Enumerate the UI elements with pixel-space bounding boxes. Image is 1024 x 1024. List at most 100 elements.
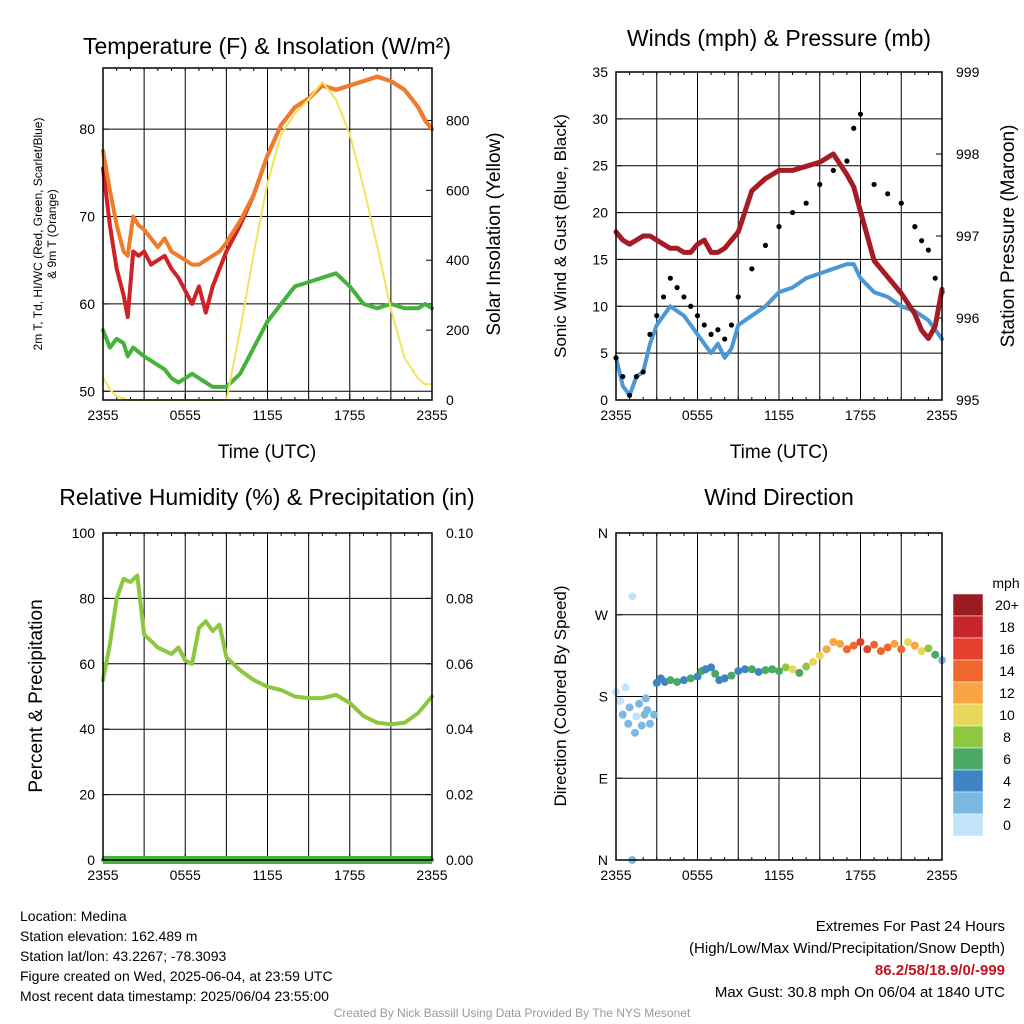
colorbar-label: 10 bbox=[999, 707, 1015, 723]
gust-point bbox=[851, 125, 857, 131]
gust-point bbox=[844, 158, 850, 164]
extremes-subtitle: (High/Low/Max Wind/Precipitation/Snow De… bbox=[689, 940, 1005, 957]
y-axis-label: Percent & Precipitation bbox=[26, 599, 47, 792]
y-tick-label: N bbox=[598, 852, 608, 868]
colorbar-swatch bbox=[952, 681, 984, 705]
colorbar-swatch bbox=[952, 747, 984, 771]
gust-point bbox=[789, 209, 796, 216]
y2-tick-label: 995 bbox=[956, 392, 980, 408]
direction-point bbox=[624, 719, 633, 728]
y-tick-label: 50 bbox=[79, 383, 95, 399]
colorbar-label: 12 bbox=[999, 685, 1015, 701]
direction-point bbox=[829, 638, 838, 646]
x-tick-label: 2355 bbox=[600, 867, 631, 883]
gust-point bbox=[735, 294, 741, 300]
direction-point bbox=[734, 667, 743, 676]
colorbar-label: 14 bbox=[999, 663, 1015, 679]
series-line-3 bbox=[613, 151, 945, 341]
direction-point bbox=[625, 703, 634, 712]
plot-frame bbox=[615, 71, 943, 401]
y2-tick-label: 600 bbox=[446, 182, 470, 198]
station-latlon: Station lat/lon: 43.2267; -78.3093 bbox=[20, 948, 227, 964]
direction-point bbox=[747, 665, 756, 674]
gust-point bbox=[749, 266, 755, 272]
series-line-1 bbox=[101, 573, 434, 727]
x-tick-label: 2355 bbox=[416, 867, 447, 883]
y-tick-label: W bbox=[595, 607, 609, 623]
x-tick-label: 2355 bbox=[600, 407, 631, 423]
gust-point bbox=[667, 275, 673, 281]
figure-created: Figure created on Wed, 2025-06-04, at 23… bbox=[20, 968, 333, 984]
colorbar-label: 4 bbox=[1003, 773, 1011, 789]
direction-point bbox=[808, 657, 817, 666]
gust-point bbox=[620, 373, 626, 380]
colorbar-swatch bbox=[952, 791, 984, 815]
direction-point bbox=[863, 645, 872, 654]
x-tick-label: 0555 bbox=[170, 867, 201, 883]
plot-frame bbox=[102, 532, 433, 861]
x-tick-label: 2355 bbox=[416, 407, 447, 423]
colorbar-label: 0 bbox=[1003, 817, 1011, 833]
direction-point bbox=[904, 638, 913, 646]
x-tick-label: 0555 bbox=[682, 407, 713, 423]
direction-point bbox=[637, 721, 646, 730]
gust-point bbox=[688, 303, 694, 309]
y-tick-label: 15 bbox=[592, 251, 608, 267]
colorbar-swatch bbox=[952, 813, 984, 837]
colorbar-label: 8 bbox=[1003, 729, 1011, 745]
x-tick-label: 1755 bbox=[334, 867, 365, 883]
recent-timestamp: Most recent data timestamp: 2025/06/04 2… bbox=[20, 988, 329, 1004]
colorbar-swatch bbox=[952, 769, 984, 793]
max-gust: Max Gust: 30.8 mph On 06/04 at 1840 UTC bbox=[714, 984, 1005, 1001]
chart-title: Relative Humidity (%) & Precipitation (i… bbox=[59, 484, 474, 510]
x-tick-label: 1155 bbox=[764, 407, 794, 423]
gust-point bbox=[674, 284, 680, 291]
y-tick-label: 0 bbox=[87, 852, 95, 868]
direction-point bbox=[883, 643, 892, 652]
gust-point bbox=[708, 331, 714, 337]
y2-tick-label: 0.04 bbox=[446, 721, 473, 737]
plot-frame bbox=[102, 67, 433, 401]
y-tick-label: E bbox=[599, 770, 608, 786]
direction-point bbox=[802, 662, 811, 671]
direction-point bbox=[754, 667, 763, 676]
direction-point bbox=[628, 592, 637, 601]
colorbar-swatch bbox=[952, 593, 984, 617]
direction-point bbox=[727, 671, 736, 680]
colorbar-title: mph bbox=[992, 575, 1019, 591]
colorbar-swatch bbox=[952, 659, 984, 683]
y-tick-label: 10 bbox=[592, 298, 608, 314]
colorbar-swatch bbox=[952, 615, 984, 639]
direction-point bbox=[673, 677, 682, 686]
gust-point bbox=[660, 294, 667, 300]
gust-point bbox=[647, 331, 653, 337]
gust-point bbox=[626, 392, 633, 398]
y-tick-label: 80 bbox=[79, 121, 95, 137]
gust-point bbox=[728, 322, 735, 328]
gust-point bbox=[722, 336, 728, 342]
colorbar-label: 18 bbox=[999, 619, 1015, 635]
chart-title: Temperature (F) & Insolation (W/m²) bbox=[83, 33, 451, 59]
y-tick-label: 100 bbox=[72, 525, 96, 541]
extremes-title: Extremes For Past 24 Hours bbox=[815, 918, 1005, 935]
y2-tick-label: 800 bbox=[446, 112, 470, 128]
direction-point bbox=[631, 728, 640, 737]
y-tick-label: 5 bbox=[600, 345, 608, 361]
y-axis-label: 2m T, Td, HI/WC (Red, Green, Scarlet/Blu… bbox=[31, 118, 45, 351]
direction-point bbox=[650, 710, 659, 719]
direction-point bbox=[641, 694, 650, 703]
gust-point bbox=[817, 181, 823, 188]
chart-title: Winds (mph) & Pressure (mb) bbox=[627, 25, 931, 51]
y2-axis-label: Solar Insolation (Yellow) bbox=[484, 132, 505, 335]
colorbar-swatch bbox=[952, 637, 984, 661]
direction-point bbox=[836, 639, 845, 648]
y2-tick-label: 997 bbox=[956, 228, 980, 244]
direction-point bbox=[741, 665, 750, 674]
y-tick-label: 35 bbox=[592, 64, 608, 80]
y2-tick-label: 998 bbox=[956, 146, 980, 162]
x-tick-label: 2355 bbox=[87, 407, 118, 423]
y2-tick-label: 0.10 bbox=[446, 525, 473, 541]
y2-tick-label: 996 bbox=[956, 310, 980, 326]
